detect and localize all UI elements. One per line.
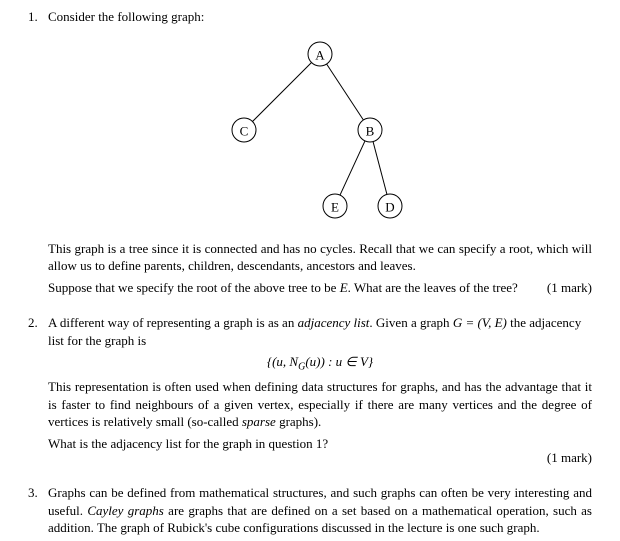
- q1-p2-b: . What are the leaves of the tree?: [348, 280, 518, 295]
- question-3-header: 3. Graphs can be defined from mathematic…: [28, 484, 592, 537]
- node-label-A: A: [315, 47, 325, 62]
- node-label-B: B: [366, 123, 375, 138]
- q2-intro-a: A different way of representing a graph …: [48, 315, 298, 330]
- q2-formula-b: (u)) : u ∈ V}: [305, 354, 373, 369]
- q3-p1-i: Cayley graphs: [87, 503, 164, 518]
- node-label-E: E: [331, 199, 339, 214]
- edge-A-C: [252, 62, 311, 121]
- question-1-header: 1. Consider the following graph:: [28, 8, 592, 26]
- question-1-para-2: Suppose that we specify the root of the …: [48, 279, 592, 297]
- question-2-body: {(u, NG(u)) : u ∈ V} This representation…: [48, 353, 592, 466]
- question-3: 3. Graphs can be defined from mathematic…: [28, 484, 592, 537]
- edge-A-B: [327, 64, 364, 120]
- question-2: 2. A different way of representing a gra…: [28, 314, 592, 466]
- question-3-intro: Graphs can be defined from mathematical …: [48, 484, 592, 537]
- question-1-body: A C B E D This graph is a tree since it is c…: [48, 36, 592, 297]
- question-1: 1. Consider the following graph: A C B E D T…: [28, 8, 592, 296]
- node-label-D: D: [385, 199, 394, 214]
- q2-formula-a: {(u, N: [267, 354, 298, 369]
- q2-intro-b: . Given a graph: [369, 315, 452, 330]
- q1-p2-a: Suppose that we specify the root of the …: [48, 280, 340, 295]
- question-2-intro: A different way of representing a graph …: [48, 314, 592, 349]
- question-2-header: 2. A different way of representing a gra…: [28, 314, 592, 349]
- question-1-para-1: This graph is a tree since it is connect…: [48, 240, 592, 275]
- question-2-number: 2.: [28, 314, 48, 332]
- q1-p2-e: E: [340, 280, 348, 295]
- q2-p1-i: sparse: [242, 414, 276, 429]
- q2-intro-i: adjacency list: [298, 315, 370, 330]
- question-1-number: 1.: [28, 8, 48, 26]
- edge-B-D: [373, 141, 387, 194]
- q1-mark: (1 mark): [547, 279, 592, 297]
- q2-p1-b: graphs).: [276, 414, 322, 429]
- q2-intro-g: G = (V, E): [453, 315, 507, 330]
- edge-B-E: [340, 140, 365, 194]
- node-label-C: C: [240, 123, 249, 138]
- q2-formula: {(u, NG(u)) : u ∈ V}: [48, 353, 592, 374]
- question-3-number: 3.: [28, 484, 48, 502]
- question-1-intro: Consider the following graph:: [48, 8, 592, 26]
- tree-graph-container: A C B E D: [48, 36, 592, 226]
- question-2-para-1: This representation is often used when d…: [48, 378, 592, 431]
- tree-graph: A C B E D: [190, 36, 450, 226]
